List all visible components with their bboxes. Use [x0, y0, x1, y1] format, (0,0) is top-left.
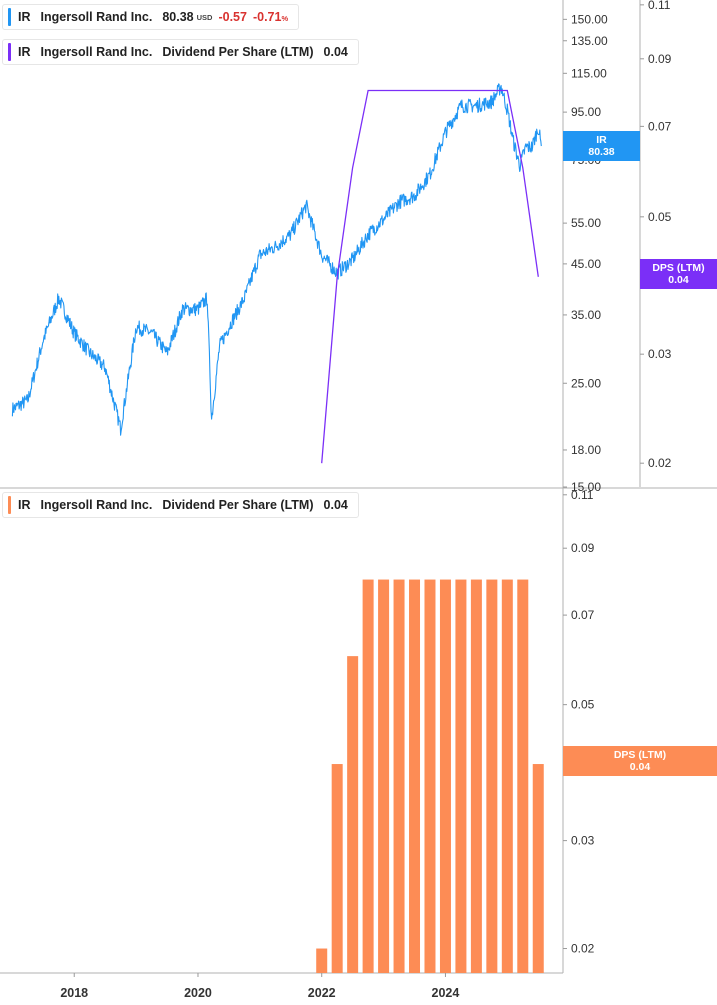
dps-tag-top-line1: DPS (LTM): [652, 262, 705, 274]
dps-tag-bottom-line1: DPS (LTM): [613, 749, 667, 761]
legend-dps-bottom-name: Ingersoll Rand Inc.: [40, 498, 153, 512]
price-tag-line2: 80.38: [588, 146, 615, 158]
dps-tag-bottom-line2: 0.04: [629, 761, 651, 773]
dps-bar: [331, 764, 343, 973]
x-axis-tick-label: 2018: [60, 986, 88, 1000]
legend-price[interactable]: IR Ingersoll Rand Inc. 80.38 USD -0.57 -…: [2, 4, 300, 30]
dps-bar: [486, 579, 498, 973]
dps-axis-tick-label: 0.02: [648, 456, 672, 470]
price-axis-tick-label: 25.00: [571, 376, 601, 390]
dps-bars: [316, 579, 544, 973]
legend-dps-bottom-metric: Dividend Per Share (LTM): [162, 498, 314, 512]
bottom-axis-tick-label: 0.07: [571, 608, 595, 622]
legend-dps-top-metric: Dividend Per Share (LTM): [162, 45, 314, 59]
bottom-axis-tick-label: 0.05: [571, 698, 595, 712]
legend-price-ticker: IR: [18, 10, 31, 24]
x-axis: 2018 2020 2022 2024: [60, 973, 459, 1000]
legend-price-pct-sign: %: [281, 14, 289, 23]
dps-axis-tick-label: 0.03: [648, 347, 672, 361]
price-axis-tick-label: 18.00: [571, 443, 601, 457]
legend-price-value: 80.38: [162, 10, 194, 24]
price-series-line: [11, 83, 542, 436]
x-axis-tick-label: 2024: [432, 986, 460, 1000]
legend-price-name: Ingersoll Rand Inc.: [40, 10, 153, 24]
dps-bar: [424, 579, 436, 973]
price-axis-tick-label: 115.00: [571, 66, 607, 80]
legend-price-change-pct: -0.71%: [253, 10, 288, 24]
dps-bar: [470, 579, 482, 973]
dps-bar: [378, 579, 390, 973]
price-tag-line1: IR: [596, 134, 607, 146]
dps-bar: [439, 579, 451, 973]
dps-tag-top-line2: 0.04: [668, 274, 689, 286]
legend-dps-top[interactable]: IR Ingersoll Rand Inc. Dividend Per Shar…: [2, 39, 359, 65]
legend-dps-top-swatch: [8, 43, 11, 61]
dps-bar: [393, 579, 405, 973]
dps-bar: [316, 948, 328, 973]
legend-dps-bottom-value: 0.04: [323, 498, 348, 512]
legend-dps-bottom[interactable]: IR Ingersoll Rand Inc. Dividend Per Shar…: [2, 492, 359, 518]
dps-series-line: [321, 89, 539, 464]
price-axis-tick-label: 45.00: [571, 257, 601, 271]
dps-bar: [347, 656, 359, 973]
dps-axis-tick-label: 0.09: [648, 52, 672, 66]
bottom-axis-tick-label: 0.03: [571, 834, 595, 848]
dps-axis-tick-label: 0.05: [648, 210, 672, 224]
price-axis-tick-label: 150.00: [571, 12, 608, 26]
dps-tag-top: DPS (LTM) 0.04: [640, 259, 717, 289]
price-axis-tick-label: 35.00: [571, 308, 601, 322]
dps-axis-bottom: 0.020.030.040.050.070.090.11: [563, 488, 595, 956]
dps-bar: [409, 579, 421, 973]
dps-axis-tick-label: 0.07: [648, 119, 672, 133]
legend-price-change: -0.57: [218, 10, 247, 24]
legend-price-swatch: [8, 8, 11, 26]
dps-bar: [532, 764, 544, 973]
price-axis-tick-label: 135.00: [571, 34, 608, 48]
price-tag: IR 80.38: [563, 131, 640, 161]
legend-dps-bottom-swatch: [8, 496, 11, 514]
dps-tag-bottom: DPS (LTM) 0.04: [563, 746, 717, 776]
legend-dps-top-ticker: IR: [18, 45, 31, 59]
legend-dps-bottom-ticker: IR: [18, 498, 31, 512]
x-axis-tick-label: 2022: [308, 986, 336, 1000]
bottom-axis-tick-label: 0.11: [571, 488, 594, 502]
price-axis: 15.0018.0025.0035.0045.0055.0075.0095.00…: [563, 12, 608, 494]
x-axis-tick-label: 2020: [184, 986, 212, 1000]
bottom-axis-tick-label: 0.02: [571, 942, 595, 956]
price-axis-tick-label: 55.00: [571, 216, 601, 230]
dps-axis-tick-label: 0.11: [648, 0, 671, 12]
dps-bar: [517, 579, 529, 973]
dps-bar: [362, 579, 374, 973]
legend-dps-top-value: 0.04: [323, 45, 348, 59]
dps-axis-top: 0.02 0.03 0.05 0.07 0.09 0.11: [640, 0, 672, 470]
dps-bar: [501, 579, 513, 973]
dps-bar: [455, 579, 467, 973]
legend-dps-top-name: Ingersoll Rand Inc.: [40, 45, 153, 59]
series-lines: [11, 83, 542, 464]
price-axis-tick-label: 15.00: [571, 480, 601, 494]
price-axis-tick-label: 95.00: [571, 105, 601, 119]
legend-price-currency: USD: [196, 12, 213, 22]
bottom-axis-tick-label: 0.09: [571, 541, 595, 555]
legend-price-change-pct-value: -0.71: [252, 10, 282, 24]
